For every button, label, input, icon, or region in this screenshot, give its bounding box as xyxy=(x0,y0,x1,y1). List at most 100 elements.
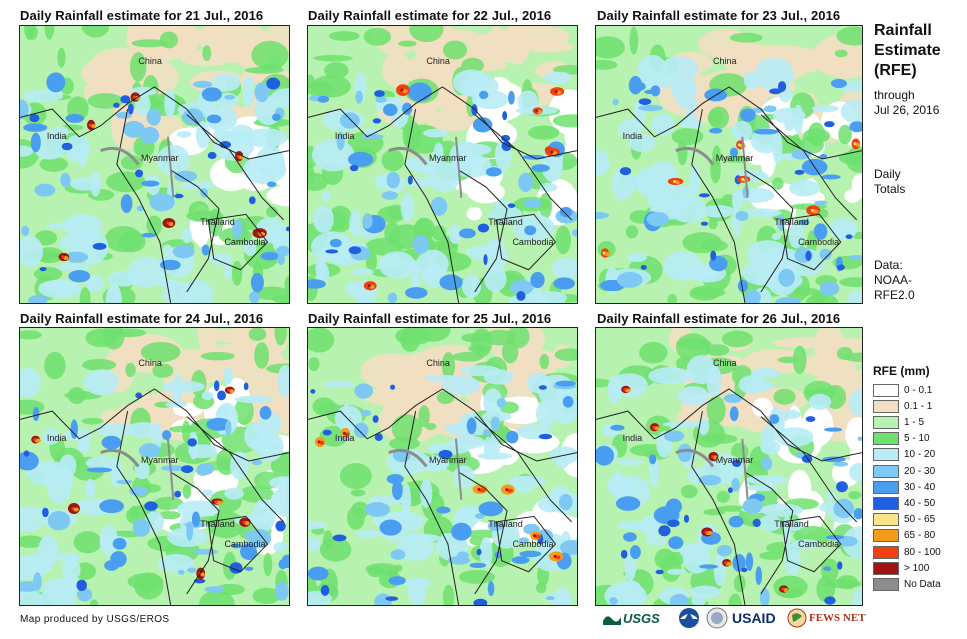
legend-label: 65 - 80 xyxy=(904,530,936,542)
map-label-myanmar: Myanmar xyxy=(429,455,467,466)
legend-label: 0 - 0.1 xyxy=(904,384,933,396)
legend-swatch xyxy=(873,513,899,527)
data-line-1: Data: xyxy=(874,258,903,272)
totals-line-1: Daily xyxy=(874,167,901,181)
legend-swatch xyxy=(873,577,899,591)
rainfall-field xyxy=(596,328,862,605)
legend-item: 20 - 30 xyxy=(873,463,935,479)
usgs-logo: USGS xyxy=(603,604,660,632)
map-label-china: China xyxy=(713,56,737,67)
noaa-emblem-icon xyxy=(679,608,699,628)
legend-item: 0 - 0.1 xyxy=(873,382,932,398)
map-label-china: China xyxy=(138,358,162,369)
panel-title-3: Daily Rainfall estimate for 23 Jul., 201… xyxy=(597,8,841,23)
map-label-thailand: Thailand xyxy=(200,519,235,530)
totals-line-2: Totals xyxy=(874,182,906,196)
legend-swatch xyxy=(873,496,899,510)
rainfall-map-jul-26: China India Myanmar Thailand Cambodia xyxy=(595,327,863,606)
legend-swatch xyxy=(873,480,899,494)
rainfall-map-jul-23: China India Myanmar Thailand Cambodia xyxy=(595,25,863,304)
legend-label: 50 - 65 xyxy=(904,514,936,526)
panel-title-6: Daily Rainfall estimate for 26 Jul., 201… xyxy=(597,311,841,326)
rainfall-map-jul-25: China India Myanmar Thailand Cambodia xyxy=(307,327,578,606)
map-label-thailand: Thailand xyxy=(488,519,523,530)
sidebar-title: Rainfall Estimate (RFE) xyxy=(874,21,941,81)
map-label-cambodia: Cambodia xyxy=(512,538,554,549)
legend-label: 80 - 100 xyxy=(904,546,941,558)
map-label-thailand: Thailand xyxy=(774,217,809,228)
map-label-thailand: Thailand xyxy=(200,217,235,228)
legend-swatch xyxy=(873,448,899,462)
map-label-myanmar: Myanmar xyxy=(429,153,467,164)
panel-title-2: Daily Rainfall estimate for 22 Jul., 201… xyxy=(308,8,552,23)
data-line-2: NOAA- xyxy=(874,273,913,287)
usaid-logo-text: USAID xyxy=(732,610,776,626)
usgs-wave-icon xyxy=(603,616,621,625)
legend-label: 30 - 40 xyxy=(904,481,936,493)
legend-item: 1 - 5 xyxy=(873,414,924,430)
map-label-india: India xyxy=(46,433,67,444)
rainfall-map-jul-21: China India Myanmar Thailand Cambodia xyxy=(19,25,290,304)
sidebar-data-source: Data: NOAA- RFE2.0 xyxy=(874,258,915,303)
legend-swatch xyxy=(873,545,899,559)
legend-swatch xyxy=(873,529,899,543)
legend-item: 50 - 65 xyxy=(873,512,935,528)
usgs-logo-text: USGS xyxy=(623,610,660,626)
legend-item: 10 - 20 xyxy=(873,447,935,463)
legend-item: 5 - 10 xyxy=(873,431,930,447)
legend-item: 30 - 40 xyxy=(873,479,935,495)
panel-title-4: Daily Rainfall estimate for 24 Jul., 201… xyxy=(20,311,264,326)
map-label-myanmar: Myanmar xyxy=(715,153,754,164)
legend-swatch xyxy=(873,383,899,397)
legend-swatch xyxy=(873,561,899,575)
legend-swatch xyxy=(873,464,899,478)
legend-label: 10 - 20 xyxy=(904,449,936,461)
legend-label: 5 - 10 xyxy=(904,433,930,445)
map-label-china: China xyxy=(713,358,737,369)
fewsnet-logo-text: FEWS NET xyxy=(809,612,866,624)
map-label-cambodia: Cambodia xyxy=(224,236,266,247)
rainfall-field xyxy=(308,26,577,303)
data-line-3: RFE2.0 xyxy=(874,288,915,302)
legend-swatch xyxy=(873,432,899,446)
map-label-china: China xyxy=(138,56,162,67)
legend-item: 80 - 100 xyxy=(873,544,941,560)
legend-item: > 100 xyxy=(873,560,929,576)
map-label-cambodia: Cambodia xyxy=(224,538,266,549)
rainfall-field xyxy=(596,26,862,303)
fewsnet-logo: FEWS NET xyxy=(787,604,866,632)
map-label-myanmar: Myanmar xyxy=(715,455,754,466)
map-label-india: India xyxy=(622,131,643,142)
legend-label: 20 - 30 xyxy=(904,465,936,477)
legend-item: 40 - 50 xyxy=(873,495,935,511)
legend-label: 1 - 5 xyxy=(904,416,925,428)
map-label-myanmar: Myanmar xyxy=(141,455,179,466)
title-line-2: Estimate xyxy=(874,42,941,59)
legend-item: No Data xyxy=(873,576,941,592)
rainfall-field xyxy=(308,328,577,605)
map-label-cambodia: Cambodia xyxy=(798,236,840,247)
through-line-1: through xyxy=(874,88,915,102)
rainfall-field xyxy=(20,328,289,605)
legend-swatch xyxy=(873,399,899,413)
rainfall-field xyxy=(20,26,289,303)
map-label-india: India xyxy=(334,433,355,444)
legend-label: > 100 xyxy=(904,562,930,574)
map-label-china: China xyxy=(426,56,450,67)
rainfall-map-jul-22: China India Myanmar Thailand Cambodia xyxy=(307,25,578,304)
legend-label: No Data xyxy=(904,578,941,590)
seal-icon xyxy=(706,607,728,629)
doi-logo xyxy=(706,604,728,632)
panel-title-1: Daily Rainfall estimate for 21 Jul., 201… xyxy=(20,8,264,23)
panel-title-5: Daily Rainfall estimate for 25 Jul., 201… xyxy=(308,311,552,326)
map-label-cambodia: Cambodia xyxy=(512,236,554,247)
through-line-2: Jul 26, 2016 xyxy=(874,103,940,117)
rainfall-map-jul-24: China India Myanmar Thailand Cambodia xyxy=(19,327,290,606)
sidebar-through: through Jul 26, 2016 xyxy=(874,88,939,118)
map-label-india: India xyxy=(334,131,355,142)
legend-label: 0.1 - 1 xyxy=(904,400,933,412)
noaa-logo xyxy=(678,604,700,632)
legend-item: 0.1 - 1 xyxy=(873,398,932,414)
title-line-3: (RFE) xyxy=(874,62,917,79)
map-label-india: India xyxy=(622,433,643,444)
